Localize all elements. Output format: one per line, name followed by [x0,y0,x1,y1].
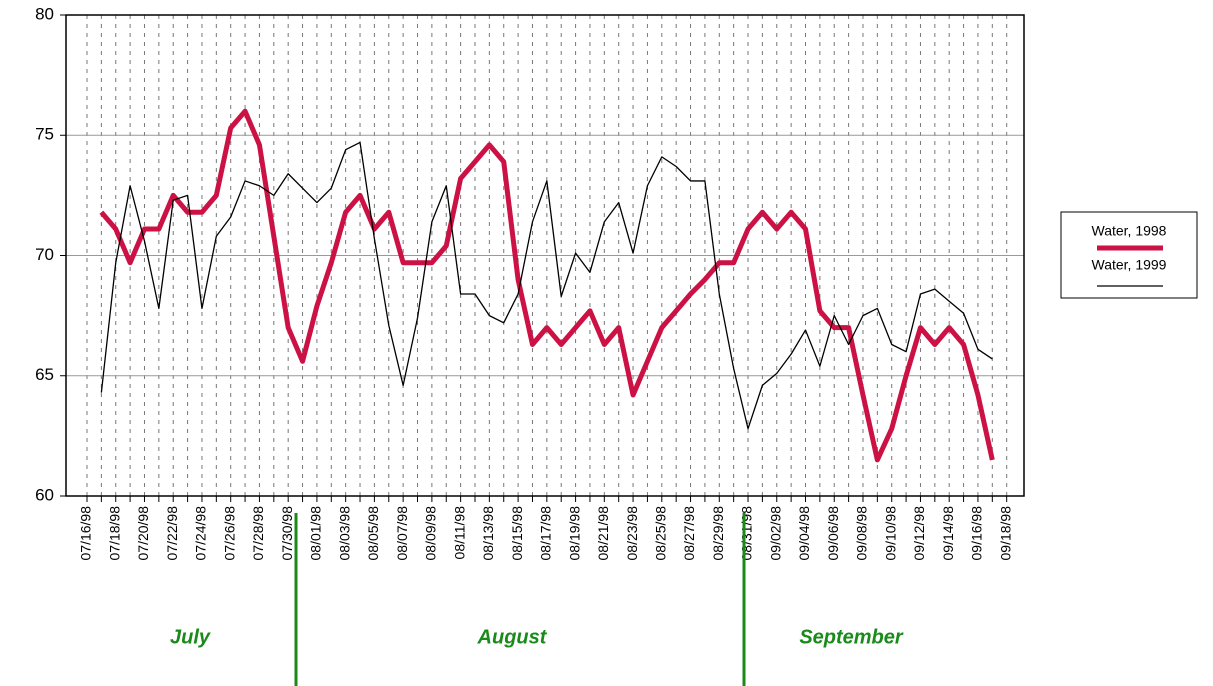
x-tick-label: 09/18/98 [997,506,1013,561]
x-tick-label: 08/11/98 [451,506,467,560]
x-tick-label: 07/28/98 [250,506,266,561]
x-tick-label: 07/26/98 [221,506,237,561]
x-tick-label: 07/24/98 [193,506,209,561]
series-line [100,141,993,430]
x-tick-label: 08/21/98 [595,506,611,561]
x-tick-label: 08/13/98 [480,506,496,561]
y-tick-label: 65 [35,365,54,384]
legend-label: Water, 1999 [1092,257,1167,273]
x-tick-label: 07/20/98 [135,506,151,561]
x-tick-label: 08/09/98 [423,506,439,561]
series-line [99,108,995,463]
plot-frame [65,14,1025,497]
legend-label: Water, 1998 [1092,223,1167,239]
x-tick-label: 08/07/98 [394,506,410,561]
x-tick-label: 08/27/98 [681,506,697,561]
x-tick-label: 07/22/98 [164,506,180,561]
x-tick-label: 07/16/98 [78,506,94,561]
x-tick-label: 09/02/98 [767,506,783,561]
month-label: September [799,626,904,648]
x-tick-label: 08/15/98 [509,506,525,561]
legend: Water, 1998 Water, 1999 [1060,211,1198,299]
x-tick-label: 09/06/98 [825,506,841,561]
y-tick-label: 75 [35,125,54,144]
x-tick-label: 08/31/98 [739,506,755,561]
x-tick-label: 07/18/98 [106,506,122,561]
x-tick-label: 08/23/98 [624,506,640,561]
y-tick-label: 80 [35,4,54,23]
x-tick-label: 09/12/98 [911,506,927,561]
x-tick-label: 09/14/98 [940,506,956,561]
x-tick-label: 08/25/98 [653,506,669,561]
legend-box [1060,211,1198,299]
x-tick-label: 07/30/98 [279,506,295,561]
x-tick-label: 08/17/98 [538,506,554,561]
x-tick-label: 08/01/98 [308,506,324,561]
x-tick-label: 09/16/98 [969,506,985,561]
month-label: July [170,626,211,648]
y-tick-label: 70 [35,245,54,264]
x-tick-label: 08/19/98 [566,506,582,561]
x-tick-label: 08/29/98 [710,506,726,561]
x-tick-label: 08/05/98 [365,506,381,561]
y-tick-label: 60 [35,485,54,504]
x-tick-label: 08/03/98 [336,506,352,561]
month-label: August [477,626,548,648]
x-tick-label: 09/08/98 [854,506,870,561]
x-tick-label: 09/04/98 [796,506,812,561]
x-tick-label: 09/10/98 [882,506,898,561]
